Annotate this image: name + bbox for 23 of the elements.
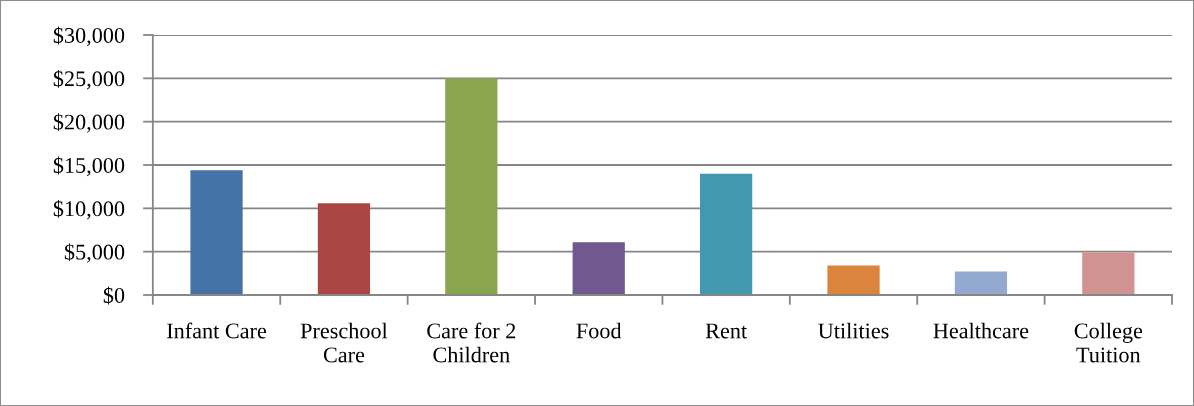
bar (1082, 252, 1135, 295)
y-tick-label: $30,000 (53, 26, 125, 47)
bar (572, 242, 625, 295)
y-tick-label: $10,000 (53, 199, 125, 220)
bar (445, 78, 498, 295)
y-tick-label: $20,000 (53, 113, 125, 133)
x-tick-label: Care for 2 Children (427, 322, 516, 363)
y-tick-label: $15,000 (53, 156, 125, 177)
y-tick-label: $0 (103, 286, 125, 305)
y-tick-label: $5,000 (64, 243, 125, 263)
x-tick-label: Infant Care (167, 322, 267, 339)
bar (827, 265, 880, 295)
x-tick-label: Preschool Care (300, 322, 388, 363)
x-tick-label: Food (576, 322, 622, 339)
y-tick-label: $25,000 (53, 69, 125, 90)
x-tick-label: Utilities (818, 322, 889, 339)
bar (317, 203, 371, 295)
x-tick-label: Rent (705, 323, 747, 339)
bar (700, 173, 753, 295)
bar (190, 170, 243, 295)
x-tick-label: College Tuition (1074, 322, 1143, 363)
bar (954, 271, 1008, 295)
x-tick-label: Healthcare (933, 322, 1029, 339)
